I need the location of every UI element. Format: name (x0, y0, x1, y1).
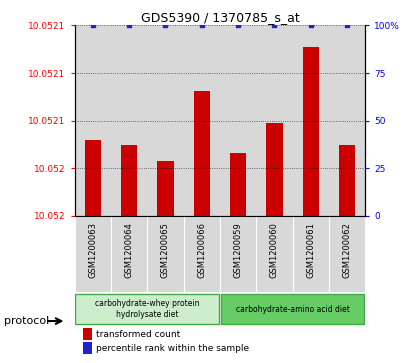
Text: transformed count: transformed count (96, 330, 181, 339)
Point (271, 23, 278, 28)
Bar (230, 153, 246, 216)
Bar (83, 329, 92, 340)
Text: carbohydrate-amino acid diet: carbohydrate-amino acid diet (236, 305, 349, 314)
Bar (75, 25, 111, 216)
Text: GSM1200065: GSM1200065 (161, 222, 170, 278)
Bar (111, 25, 147, 216)
Bar (220, 25, 256, 216)
Bar (85, 140, 101, 216)
Bar (121, 145, 137, 216)
Bar (157, 161, 173, 216)
Bar (183, 25, 220, 216)
Bar (147, 25, 183, 216)
Text: protocol: protocol (4, 316, 49, 326)
Text: GSM1200060: GSM1200060 (270, 222, 279, 278)
Text: percentile rank within the sample: percentile rank within the sample (96, 344, 249, 353)
Text: GSM1200059: GSM1200059 (234, 222, 243, 278)
Bar (303, 47, 319, 216)
Text: carbohydrate-whey protein
hydrolysate diet: carbohydrate-whey protein hydrolysate di… (95, 299, 200, 319)
Text: GSM1200061: GSM1200061 (306, 222, 315, 278)
Bar (256, 25, 293, 216)
Point (344, 23, 350, 28)
Bar (194, 91, 210, 216)
Point (162, 23, 169, 28)
Bar (293, 25, 329, 216)
Point (126, 23, 132, 28)
Point (235, 23, 242, 28)
Bar (339, 145, 355, 216)
Title: GDS5390 / 1370785_s_at: GDS5390 / 1370785_s_at (141, 11, 299, 24)
Point (308, 23, 314, 28)
Point (198, 23, 205, 28)
Bar (266, 123, 283, 216)
Point (90, 23, 96, 28)
Text: GSM1200063: GSM1200063 (88, 222, 98, 278)
Bar (221, 294, 364, 325)
Bar (83, 342, 92, 354)
Bar (329, 25, 365, 216)
Text: GSM1200066: GSM1200066 (197, 222, 206, 278)
Bar (76, 294, 219, 325)
Text: GSM1200064: GSM1200064 (124, 222, 134, 278)
Text: GSM1200062: GSM1200062 (342, 222, 352, 278)
